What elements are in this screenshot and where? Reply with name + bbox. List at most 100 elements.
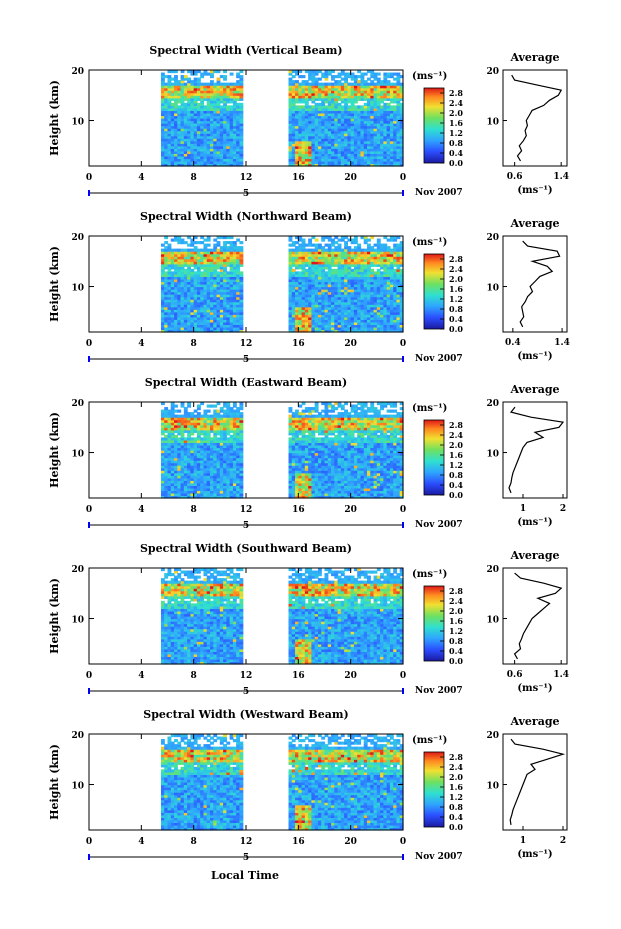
- heatmap-cell: [301, 246, 306, 250]
- heatmap-cell: [219, 148, 224, 152]
- heatmap-cell: [177, 276, 182, 280]
- heatmap-cell: [337, 253, 342, 257]
- heatmap-cell: [376, 95, 381, 99]
- heatmap-cell: [160, 276, 165, 280]
- heatmap-cell: [174, 470, 178, 474]
- heatmap-cell: [347, 309, 352, 313]
- heatmap-cell: [314, 304, 319, 308]
- heatmap-cell: [216, 429, 221, 433]
- heatmap-cell: [347, 128, 352, 132]
- heatmap-cell: [187, 311, 191, 315]
- heatmap-cell: [193, 85, 198, 89]
- heatmap-cell: [324, 316, 329, 320]
- heatmap-cell: [353, 150, 358, 154]
- heatmap-cell: [386, 158, 391, 162]
- heatmap-cell: [317, 289, 322, 293]
- heatmap-cell: [160, 112, 165, 117]
- heatmap-cell: [232, 115, 237, 119]
- heatmap-cell: [213, 321, 218, 326]
- heatmap-cell: [291, 118, 296, 122]
- heatmap-cell: [331, 271, 335, 275]
- heatmap-cell: [304, 258, 309, 262]
- heatmap-cell: [170, 432, 175, 436]
- heatmap-cell: [376, 153, 381, 157]
- heatmap-cell: [347, 251, 352, 255]
- heatmap-cell: [334, 294, 339, 298]
- heatmap-cell: [288, 301, 293, 305]
- panel-title: Spectral Width (Eastward Beam): [145, 376, 347, 389]
- heatmap-cell: [180, 495, 185, 499]
- heatmap-cells: [160, 70, 404, 167]
- heatmap-cell: [170, 97, 175, 101]
- heatmap-cell: [210, 80, 214, 84]
- heatmap-cell: [183, 495, 188, 499]
- heatmap-cell: [170, 284, 175, 288]
- heatmap-cell: [187, 278, 191, 283]
- heatmap-cell: [370, 150, 375, 154]
- heatmap-cell: [210, 97, 214, 101]
- heatmap-cell: [399, 304, 404, 308]
- heatmap-cell: [177, 311, 182, 315]
- heatmap-cell: [164, 135, 169, 139]
- heatmap-cell: [370, 110, 375, 114]
- heatmap-cell: [177, 427, 182, 431]
- heatmap-cell: [193, 241, 198, 245]
- heatmap-cell: [213, 424, 218, 428]
- heatmap-cell: [363, 306, 368, 310]
- heatmap-cell: [344, 95, 348, 99]
- heatmap-cell: [210, 133, 214, 137]
- heatmap-cell: [321, 309, 326, 313]
- heatmap-cell: [363, 158, 368, 162]
- heatmap-cell: [200, 138, 205, 142]
- avg-x-tick-label: 0.4: [505, 338, 521, 348]
- heatmap-cell: [301, 155, 306, 160]
- heatmap-cell: [396, 130, 401, 134]
- heatmap-cell: [223, 140, 227, 144]
- heatmap-cell: [196, 311, 201, 315]
- heatmap-cell: [324, 100, 329, 104]
- heatmap-cell: [314, 102, 319, 106]
- heatmap-cell: [216, 153, 221, 157]
- heatmap-cell: [389, 82, 394, 86]
- heatmap-cell: [347, 107, 352, 112]
- heatmap-cell: [291, 155, 296, 160]
- heatmap-cell: [380, 309, 384, 313]
- heatmap-cell: [210, 107, 214, 112]
- heatmap-cell: [187, 256, 191, 260]
- heatmap-cell: [170, 329, 175, 333]
- heatmap-cell: [223, 319, 227, 323]
- heatmap-cell: [373, 75, 378, 79]
- colorbar-tick-label: 2.8: [449, 88, 463, 98]
- heatmap-cell: [288, 304, 293, 308]
- heatmap-cell: [190, 442, 195, 446]
- heatmap-cell: [350, 135, 355, 139]
- heatmap-cell: [177, 125, 182, 129]
- heatmap-cell: [187, 145, 191, 149]
- heatmap-cell: [383, 90, 388, 94]
- heatmap-cell: [337, 251, 342, 255]
- heatmap-cell: [380, 276, 384, 280]
- heatmap-cell: [174, 85, 178, 89]
- heatmap-cell: [216, 442, 221, 446]
- heatmap-cell: [389, 75, 394, 79]
- heatmap-cell: [203, 447, 208, 451]
- heatmap-cell: [183, 455, 188, 459]
- heatmap-cell: [288, 238, 293, 242]
- heatmap-cell: [203, 495, 208, 499]
- heatmap-cell: [360, 107, 365, 112]
- heatmap-cell: [367, 286, 371, 290]
- heatmap-cell: [288, 281, 293, 285]
- heatmap-cell: [219, 82, 224, 86]
- heatmap-cell: [353, 248, 358, 252]
- heatmap-cell: [373, 82, 378, 86]
- heatmap-cell: [399, 263, 404, 267]
- heatmap-cell: [324, 309, 329, 313]
- heatmap-cell: [203, 417, 208, 421]
- heatmap-cell: [373, 85, 378, 89]
- heatmap-cell: [203, 422, 208, 426]
- heatmap-cell: [399, 115, 404, 119]
- heatmap-cell: [370, 294, 375, 298]
- heatmap-cell: [213, 158, 218, 162]
- heatmap-cell: [295, 80, 299, 84]
- heatmap-cell: [295, 241, 299, 245]
